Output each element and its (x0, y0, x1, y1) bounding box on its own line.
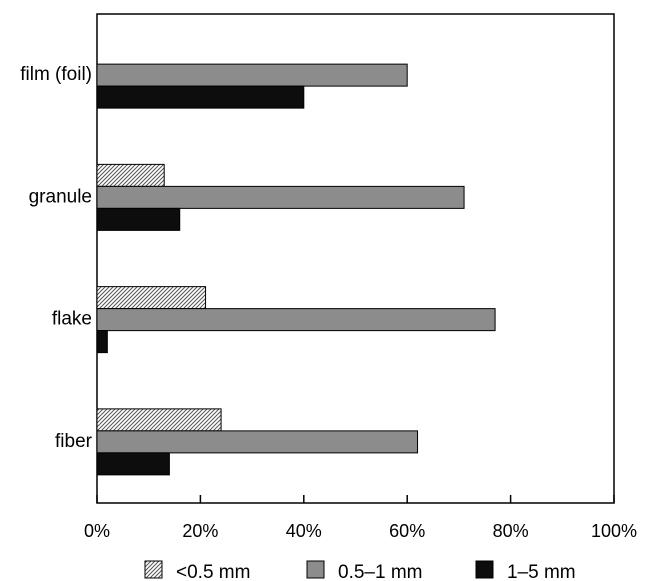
x-axis: 0% 20% 40% 60% 80% 100% (84, 495, 637, 541)
plot-area-frame (96, 13, 615, 504)
legend: <0.5 mm 0.5–1 mm 1–5 mm (144, 560, 576, 581)
legend-swatch-2 (475, 560, 494, 579)
category-label: flake (52, 309, 92, 330)
x-tick-label: 0% (84, 521, 110, 541)
x-tick-label: 60% (389, 521, 425, 541)
bar-1-2 (96, 308, 496, 332)
bar-1-0 (96, 63, 408, 87)
bars-group (96, 63, 496, 476)
category-label: film (foil) (20, 64, 92, 85)
legend-label-1: 0.5–1 mm (338, 562, 422, 581)
bar-0-2 (96, 286, 207, 310)
bar-2-1 (96, 207, 181, 231)
bar-0-1 (96, 163, 165, 187)
category-label: granule (29, 186, 92, 207)
category-label: fiber (55, 431, 93, 452)
bar-2-0 (96, 85, 305, 109)
bar-1-3 (96, 430, 419, 454)
legend-swatch-1 (306, 560, 325, 579)
y-axis: film (foil) granule flake fiber (20, 64, 92, 452)
x-tick-label: 100% (591, 521, 637, 541)
legend-label-0: <0.5 mm (176, 562, 250, 581)
bar-2-2 (96, 330, 108, 354)
bar-0-3 (96, 408, 222, 432)
bar-2-3 (96, 452, 170, 476)
x-tick-label: 80% (493, 521, 529, 541)
x-tick-label: 40% (286, 521, 322, 541)
legend-label-2: 1–5 mm (507, 562, 576, 581)
bar-1-1 (96, 185, 465, 209)
legend-swatch-0 (144, 560, 163, 579)
x-tick-label: 20% (182, 521, 218, 541)
